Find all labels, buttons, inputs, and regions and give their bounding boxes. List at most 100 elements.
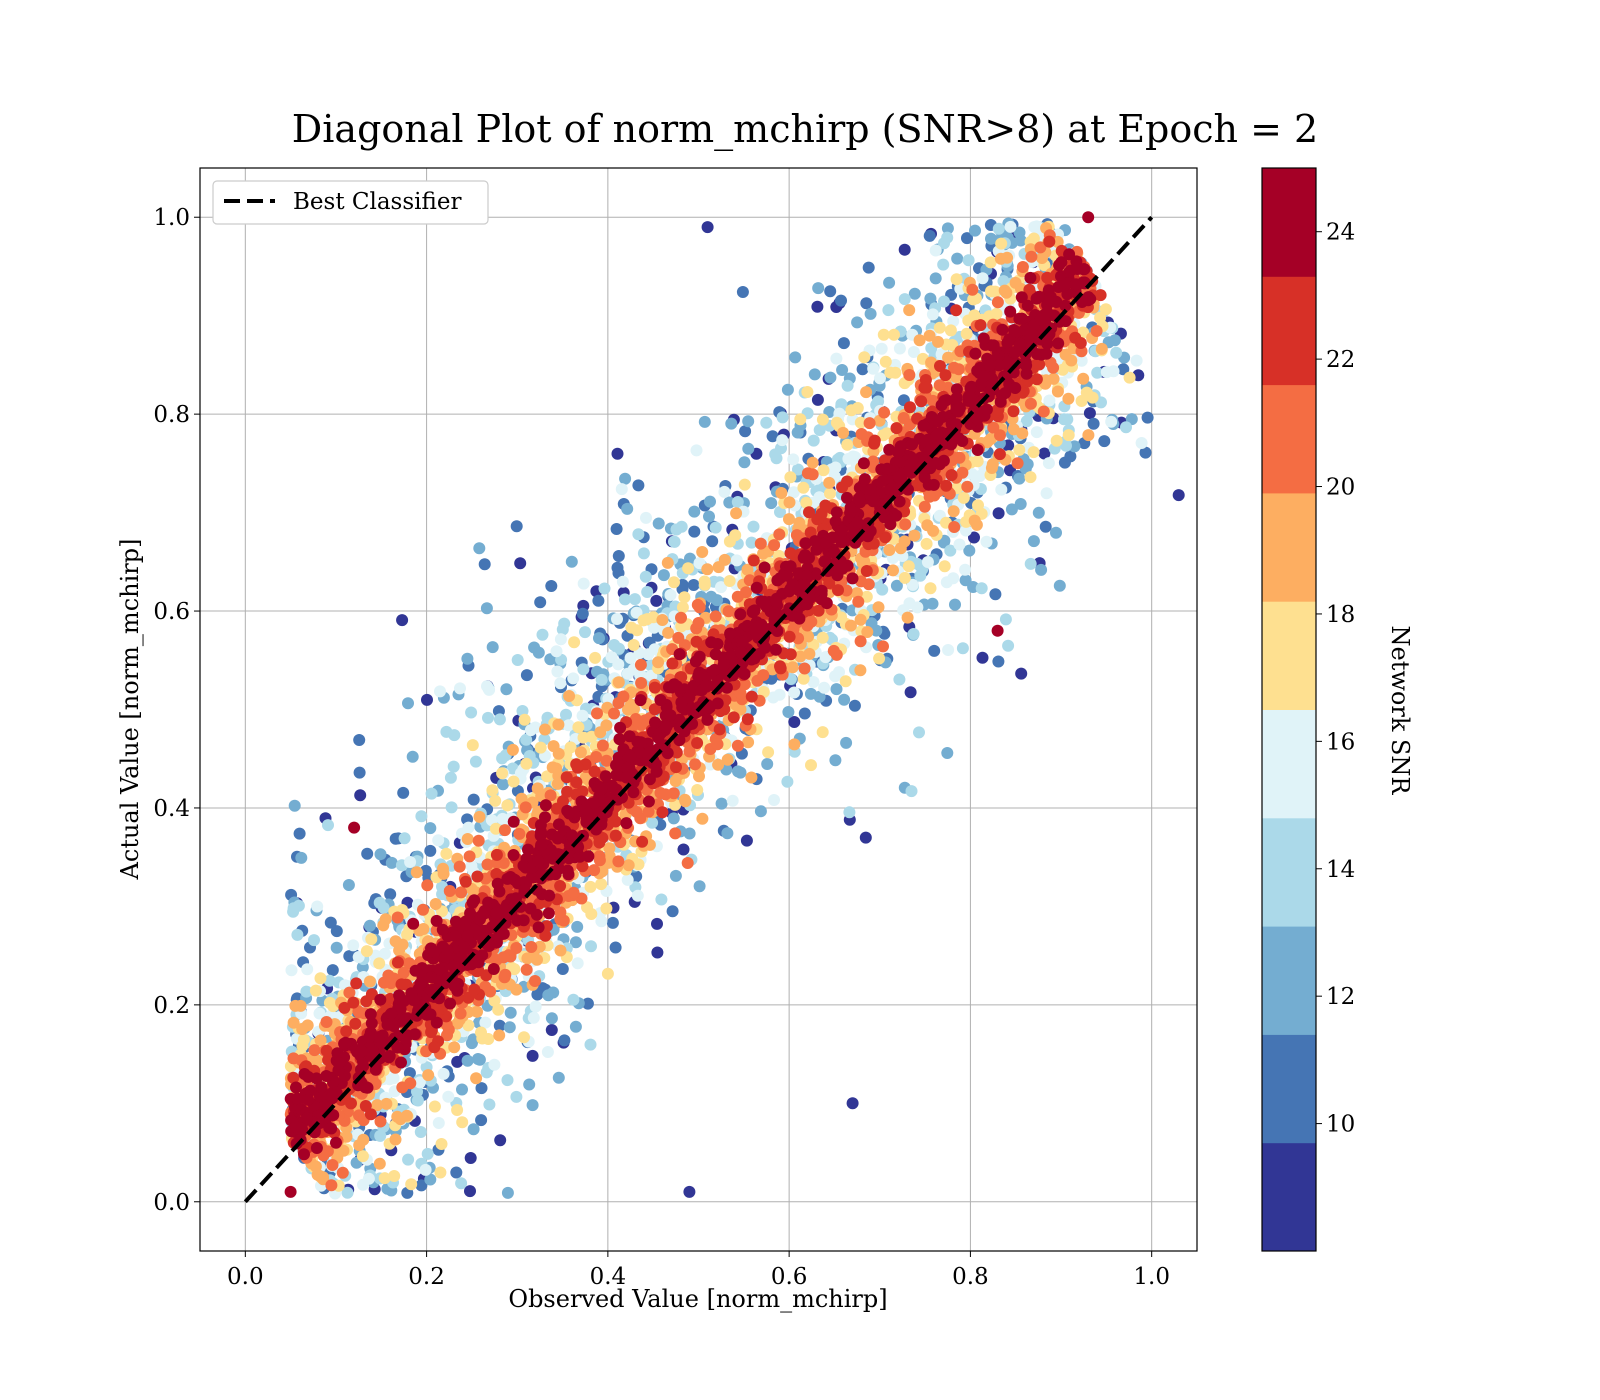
scatter-point bbox=[721, 753, 734, 766]
scatter-point bbox=[652, 656, 665, 669]
scatter-point bbox=[693, 880, 706, 893]
scatter-point bbox=[878, 406, 891, 419]
scatter-point bbox=[466, 739, 479, 752]
scatter-point bbox=[899, 518, 912, 531]
scatter-point bbox=[374, 1129, 387, 1142]
scatter-point bbox=[887, 564, 899, 577]
scatter-point bbox=[813, 491, 826, 504]
scatter-point bbox=[893, 673, 906, 686]
scatter-point bbox=[464, 1185, 476, 1198]
scatter-point bbox=[520, 963, 533, 976]
scatter-point bbox=[739, 425, 752, 438]
scatter-point bbox=[630, 606, 643, 619]
scatter-point bbox=[793, 516, 806, 529]
scatter-point bbox=[404, 856, 417, 868]
scatter-point bbox=[830, 352, 843, 365]
scatter-point bbox=[933, 379, 946, 392]
scatter-point bbox=[852, 595, 865, 608]
scatter-point bbox=[953, 451, 966, 464]
scatter-point bbox=[668, 535, 680, 548]
scatter-point bbox=[783, 513, 795, 526]
scatter-point bbox=[985, 285, 997, 298]
scatter-point bbox=[846, 604, 859, 617]
scatter-point bbox=[354, 789, 367, 802]
scatter-point bbox=[612, 697, 625, 709]
scatter-point bbox=[419, 864, 432, 877]
scatter-point bbox=[326, 964, 339, 977]
scatter-point bbox=[835, 294, 847, 307]
scatter-point bbox=[411, 1094, 424, 1107]
scatter-point bbox=[313, 1007, 326, 1020]
scatter-point bbox=[776, 411, 789, 424]
scatter-point bbox=[669, 827, 682, 840]
scatter-point bbox=[833, 666, 845, 679]
scatter-point bbox=[497, 951, 510, 964]
scatter-point bbox=[691, 598, 704, 611]
scatter-point bbox=[959, 524, 972, 537]
scatter-point bbox=[569, 1020, 582, 1033]
scatter-point bbox=[625, 621, 638, 634]
scatter-point bbox=[462, 821, 475, 834]
scatter-point bbox=[944, 324, 957, 337]
scatter-point bbox=[511, 654, 524, 666]
scatter-point bbox=[816, 631, 829, 644]
scatter-point bbox=[461, 833, 474, 845]
scatter-point bbox=[489, 794, 502, 807]
scatter-point bbox=[1083, 407, 1096, 420]
scatter-point bbox=[981, 436, 994, 449]
scatter-point bbox=[856, 363, 869, 376]
scatter-point bbox=[539, 723, 551, 736]
scatter-point bbox=[558, 1034, 571, 1047]
scatter-point bbox=[937, 258, 950, 271]
scatter-point bbox=[690, 444, 703, 457]
scatter-point bbox=[657, 569, 670, 582]
scatter-point bbox=[941, 222, 954, 235]
scatter-point bbox=[545, 580, 558, 592]
scatter-point bbox=[451, 1055, 464, 1068]
scatter-point bbox=[499, 968, 512, 981]
scatter-point bbox=[525, 941, 538, 953]
scatter-point bbox=[675, 611, 687, 624]
scatter-point bbox=[747, 520, 760, 533]
scatter-point bbox=[781, 775, 794, 788]
scatter-point bbox=[829, 754, 842, 767]
scatter-point bbox=[470, 1072, 483, 1085]
scatter-point bbox=[811, 300, 824, 313]
scatter-point bbox=[415, 810, 428, 823]
scatter-point bbox=[761, 758, 774, 770]
scatter-point bbox=[1024, 471, 1037, 484]
scatter-point bbox=[311, 900, 324, 913]
scatter-point bbox=[595, 673, 608, 686]
scatter-point bbox=[805, 615, 818, 628]
scatter-point bbox=[837, 426, 850, 439]
scatter-point bbox=[421, 693, 433, 706]
scatter-point bbox=[529, 721, 542, 734]
scatter-point bbox=[402, 1153, 415, 1166]
scatter-point bbox=[371, 1099, 384, 1112]
scatter-point bbox=[833, 407, 846, 420]
scatter-point bbox=[841, 438, 854, 451]
scatter-point bbox=[1015, 667, 1028, 680]
scatter-point bbox=[571, 957, 584, 970]
scatter-point bbox=[1056, 363, 1069, 376]
scatter-point bbox=[363, 919, 376, 932]
scatter-point bbox=[532, 646, 545, 659]
scatter-point bbox=[1020, 415, 1033, 428]
scatter-point bbox=[757, 669, 770, 682]
scatter-point bbox=[475, 1082, 488, 1095]
scatter-point bbox=[773, 528, 786, 541]
scatter-point bbox=[454, 1007, 467, 1020]
scatter-point bbox=[1061, 413, 1074, 426]
scatter-point bbox=[385, 856, 398, 869]
scatter-point bbox=[520, 757, 533, 770]
scatter-point bbox=[768, 539, 781, 552]
scatter-point bbox=[989, 588, 1002, 601]
scatter-point bbox=[400, 1109, 413, 1122]
scatter-point bbox=[497, 778, 509, 791]
scatter-point bbox=[877, 328, 890, 341]
scatter-point bbox=[792, 463, 804, 476]
scatter-point bbox=[1098, 435, 1111, 448]
scatter-point bbox=[640, 511, 652, 524]
scatter-point bbox=[738, 456, 751, 469]
scatter-point bbox=[567, 672, 580, 685]
